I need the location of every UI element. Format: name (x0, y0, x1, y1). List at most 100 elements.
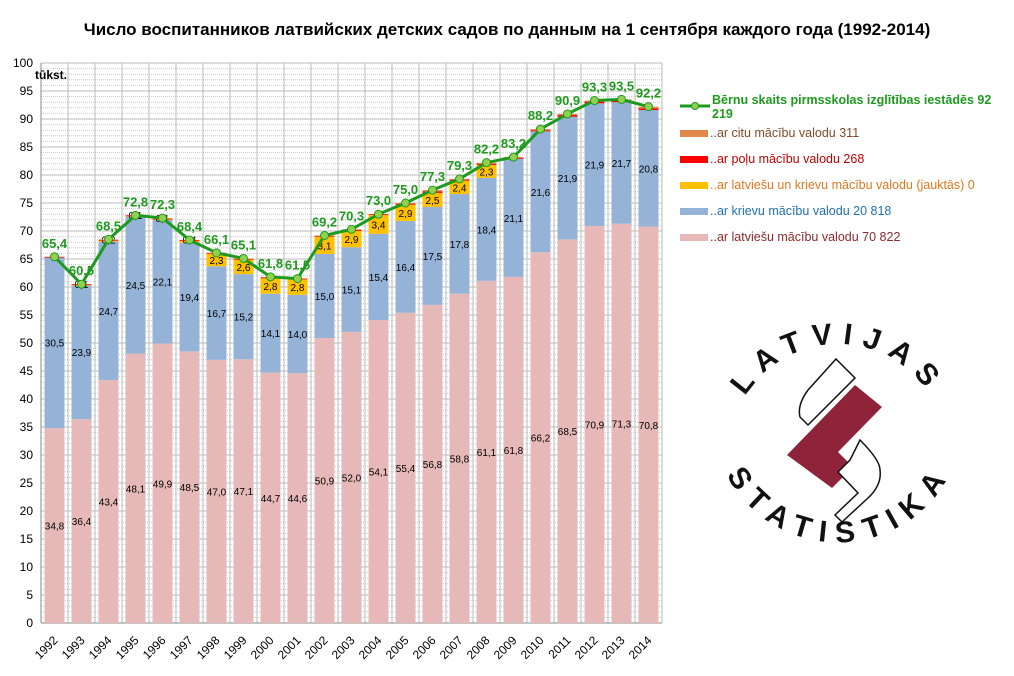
bar-segment (152, 219, 173, 344)
y-tick-label: 20 (20, 504, 34, 518)
bar-segment (395, 220, 416, 313)
line-data-label: 68,5 (96, 218, 121, 233)
y-tick-label: 60 (20, 280, 34, 294)
bar-segment (368, 320, 389, 623)
line-marker (320, 230, 329, 240)
line-marker (185, 235, 194, 245)
bar-segment (125, 216, 146, 354)
bar-segment (584, 225, 605, 623)
line-data-label: 77,3 (420, 169, 445, 184)
data-label: 16,4 (396, 263, 416, 274)
bar-segment (233, 359, 254, 623)
line-data-label: 70,3 (339, 208, 364, 223)
bar-segment (125, 353, 146, 623)
line-marker (401, 198, 410, 208)
bar-segment (557, 116, 578, 240)
bar-segment (314, 253, 335, 338)
data-label: 20,8 (639, 164, 659, 175)
x-tick-label: 2004 (356, 633, 385, 662)
data-label: 56,8 (423, 460, 443, 471)
y-tick-label: 30 (20, 448, 34, 462)
y-tick-label: 70 (20, 224, 34, 238)
x-tick-label: 2014 (626, 633, 655, 662)
bar-segment (206, 266, 227, 360)
x-tick-label: 2012 (572, 633, 601, 662)
line-marker (617, 94, 626, 104)
bar-segment (368, 233, 389, 321)
bar-segment (314, 337, 335, 623)
x-tick-label: 1997 (167, 633, 196, 662)
line-marker (347, 224, 356, 234)
data-label: 70,9 (585, 420, 605, 431)
x-tick-label: 2005 (383, 633, 412, 662)
data-label: 2,8 (264, 282, 278, 293)
bar-segment (206, 359, 227, 623)
line-data-label: 65,1 (231, 237, 256, 252)
y-tick-label: 5 (26, 588, 33, 602)
line-marker (158, 213, 167, 223)
data-label: 2,4 (453, 183, 467, 194)
bar-segment (233, 274, 254, 360)
chart-title: Число воспитанников латвийских детских с… (83, 20, 931, 39)
bar-segment (44, 257, 65, 429)
legend-item: ..ar krievu mācību valodu 20 818 (680, 198, 1014, 224)
legend-swatch (680, 207, 708, 215)
line-data-label: 93,5 (609, 78, 634, 93)
legend-label: ..ar krievu mācību valodu 20 818 (710, 204, 892, 218)
y-tick-label: 65 (20, 252, 34, 266)
legend-item: ..ar latviešu un krievu mācību valodu (j… (680, 172, 1014, 198)
bar-segment (98, 379, 119, 623)
bar-segment (584, 103, 605, 226)
y-tick-label: 50 (20, 336, 34, 350)
bar-segment (179, 351, 200, 623)
bar-segment (98, 241, 119, 380)
line-data-label: 93,3 (582, 80, 607, 95)
data-label: 2,9 (399, 209, 413, 220)
y-tick-label: 85 (20, 140, 34, 154)
logo-upper-outline (798, 357, 857, 427)
legend-label: ..ar citu mācību valodu 311 (710, 126, 860, 140)
data-label: 2,3 (480, 167, 494, 178)
bar-segment (341, 331, 362, 623)
data-label: 17,5 (423, 252, 443, 263)
data-label: 14,0 (288, 330, 308, 341)
data-label: 21,9 (558, 174, 578, 185)
data-label: 47,1 (234, 487, 254, 498)
bar-segment (152, 343, 173, 623)
y-tick-label: 0 (26, 616, 33, 630)
line-marker (374, 209, 383, 219)
legend-swatch (680, 233, 708, 241)
data-label: 66,2 (531, 434, 551, 445)
x-tick-label: 2007 (437, 633, 466, 662)
line-data-label: 72,3 (150, 197, 175, 212)
data-label: 2,3 (210, 256, 224, 267)
data-label: 55,4 (396, 464, 416, 475)
line-data-label: 61,8 (258, 256, 283, 271)
bar-segment (395, 312, 416, 623)
x-tick-label: 2002 (302, 633, 331, 662)
data-label: 58,8 (450, 454, 470, 465)
y-tick-label: 55 (20, 308, 34, 322)
line-marker (644, 102, 653, 112)
legend-item: ..ar citu mācību valodu 311 (680, 120, 1014, 146)
line-data-label: 75,0 (393, 182, 418, 197)
bar-segment (476, 177, 497, 281)
bar-segment (206, 253, 227, 267)
x-tick-label: 1993 (59, 633, 88, 662)
line-data-label: 83,2 (501, 136, 526, 151)
line-marker (104, 234, 113, 244)
legend-label: Bērnu skaits pirmsskolas izglītības iest… (712, 93, 992, 121)
line-marker (212, 248, 221, 258)
y-tick-label: 100 (13, 56, 33, 70)
data-label: 71,3 (612, 419, 632, 430)
logo-maroon-shape (787, 385, 882, 488)
data-label: 21,7 (612, 159, 632, 170)
x-tick-label: 2003 (329, 633, 358, 662)
line-marker (509, 152, 518, 162)
logo-lower-outline (833, 438, 881, 524)
data-label: 61,1 (477, 448, 497, 459)
data-label: 24,7 (99, 307, 119, 318)
data-label: 43,4 (99, 497, 119, 508)
bar-segment (611, 102, 632, 224)
